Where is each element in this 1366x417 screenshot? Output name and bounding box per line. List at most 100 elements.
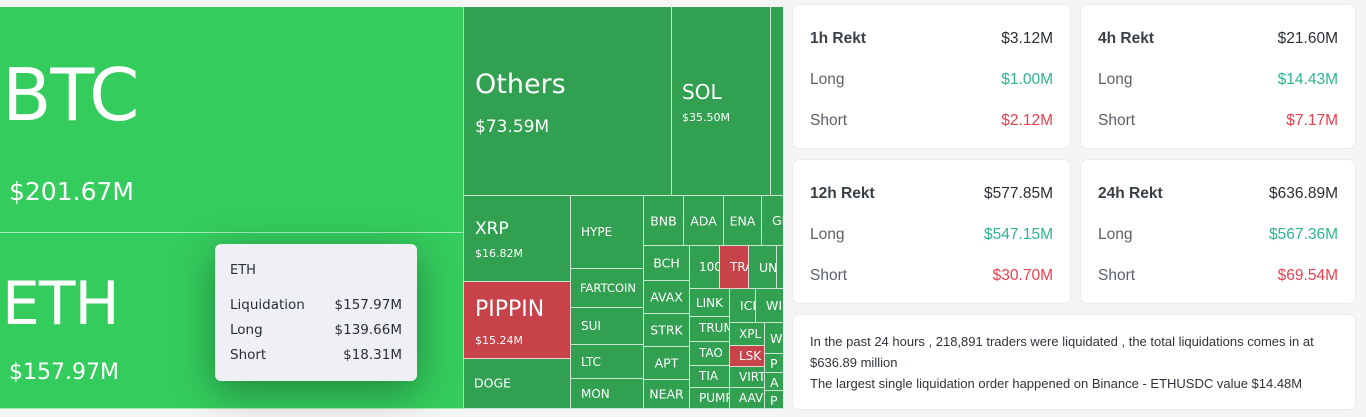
- cell-value: $16.82M: [475, 247, 523, 260]
- stat-long-row: Long $547.15M: [810, 226, 1053, 244]
- cell-symbol: PIPPIN: [475, 297, 545, 322]
- cell-symbol: ETH: [2, 269, 120, 339]
- stat-card-4h: 4h Rekt $21.60M Long $14.43M Short $7.17…: [1081, 5, 1355, 148]
- treemap-cell-bch[interactable]: BCH: [644, 246, 690, 281]
- tooltip-label: Long: [230, 322, 263, 338]
- treemap-cell-fartcoin[interactable]: FARTCOIN: [571, 269, 644, 308]
- treemap-cell-w[interactable]: W: [765, 323, 783, 354]
- treemap-cell-strip[interactable]: [771, 7, 783, 196]
- treemap-cell-others[interactable]: Others $73.59M: [464, 7, 672, 196]
- treemap-cell-pump[interactable]: PUMP: [690, 388, 730, 409]
- treemap-cell-strip2[interactable]: [777, 246, 783, 289]
- cell-symbol: ICI: [740, 298, 756, 313]
- stat-long-value: $547.15M: [984, 226, 1053, 243]
- stat-long-row: Long $1.00M: [810, 71, 1053, 89]
- stat-card-1h: 1h Rekt $3.12M Long $1.00M Short $2.12M: [793, 5, 1070, 148]
- treemap-cell-gi[interactable]: GI: [762, 196, 783, 246]
- tooltip-row-short: Short $18.31M: [230, 347, 402, 363]
- cell-symbol: HYPE: [581, 225, 613, 239]
- treemap-cell-a1[interactable]: A: [765, 373, 783, 391]
- treemap-cell-btc[interactable]: BTC $201.67M: [0, 7, 464, 233]
- treemap-cell-pippin[interactable]: PIPPIN $15.24M: [464, 282, 571, 359]
- cell-symbol: XRP: [475, 219, 509, 239]
- liquidation-summary: In the past 24 hours , 218,891 traders w…: [793, 315, 1355, 409]
- stat-short-label: Short: [810, 112, 848, 129]
- stat-card-24h: 24h Rekt $636.89M Long $567.36M Short $6…: [1081, 160, 1355, 303]
- treemap-cell-un[interactable]: UN: [749, 246, 777, 289]
- treemap-cell-tia[interactable]: TIA: [690, 366, 730, 388]
- treemap-cell-xrp[interactable]: XRP $16.82M: [464, 196, 571, 282]
- treemap-cell-virt[interactable]: VIRT: [730, 367, 765, 388]
- treemap-cell-xpl[interactable]: XPL: [730, 323, 765, 346]
- treemap-cell-doge[interactable]: DOGE: [464, 359, 571, 409]
- treemap-cell-ada[interactable]: ADA: [684, 196, 724, 246]
- cell-symbol: BNB: [650, 213, 677, 228]
- summary-line-1: In the past 24 hours , 218,891 traders w…: [810, 334, 1314, 370]
- stat-long-value: $567.36M: [1269, 226, 1338, 243]
- treemap-cell-p2[interactable]: P: [765, 391, 783, 409]
- stat-total: $636.89M: [1269, 185, 1338, 202]
- stat-short-value: $7.17M: [1286, 112, 1338, 129]
- treemap-cell-apt[interactable]: APT: [644, 347, 690, 380]
- treemap-cell-ici[interactable]: ICI: [730, 289, 756, 323]
- treemap-cell-100[interactable]: 100: [690, 246, 720, 289]
- cell-symbol: AVAX: [650, 289, 683, 305]
- stat-title: 24h Rekt: [1098, 185, 1163, 202]
- cell-symbol: STRK: [650, 322, 683, 338]
- treemap-cell-p1[interactable]: P: [765, 354, 783, 373]
- stat-long-row: Long $567.36M: [1098, 226, 1338, 244]
- tooltip-label: Short: [230, 347, 267, 363]
- cell-symbol: FARTCOIN: [580, 281, 637, 295]
- treemap-cell-wi[interactable]: WI: [756, 289, 783, 323]
- stat-short-row: Short $69.54M: [1098, 267, 1338, 285]
- treemap-cell-tra[interactable]: TRA: [720, 246, 749, 289]
- cell-symbol: TAO: [699, 346, 723, 360]
- treemap-cell-strk[interactable]: STRK: [644, 314, 690, 347]
- stat-long-label: Long: [1098, 71, 1133, 88]
- cell-symbol: 100: [699, 260, 720, 274]
- stat-long-label: Long: [810, 226, 845, 243]
- cell-symbol: BTC: [2, 53, 139, 137]
- treemap-cell-mon[interactable]: MON: [571, 379, 644, 409]
- cell-symbol: WI: [766, 298, 783, 313]
- tooltip-row-long: Long $139.66M: [230, 322, 402, 338]
- stat-short-value: $30.70M: [992, 267, 1053, 284]
- tooltip-title: ETH: [230, 263, 256, 278]
- treemap-cell-ena[interactable]: ENA: [724, 196, 762, 246]
- stat-card-12h: 12h Rekt $577.85M Long $547.15M Short $3…: [793, 160, 1070, 303]
- cell-symbol: W: [770, 331, 783, 346]
- treemap-cell-avax[interactable]: AVAX: [644, 281, 690, 314]
- cell-symbol: UN: [759, 260, 777, 275]
- cell-symbol: NEAR: [649, 386, 684, 402]
- stat-short-row: Short $2.12M: [810, 112, 1053, 130]
- cell-symbol: P: [770, 356, 778, 371]
- cell-value: $35.50M: [682, 111, 730, 124]
- cell-symbol: P: [770, 393, 778, 408]
- treemap-cell-sui[interactable]: SUI: [571, 308, 644, 345]
- treemap-cell-tao[interactable]: TAO: [690, 342, 730, 366]
- cell-symbol: DOGE: [474, 375, 512, 391]
- tooltip-label: Liquidation: [230, 297, 305, 313]
- stat-total-row: 12h Rekt $577.85M: [810, 185, 1053, 203]
- stat-short-row: Short $30.70M: [810, 267, 1053, 285]
- treemap-cell-link[interactable]: LINK: [690, 289, 730, 317]
- stat-short-label: Short: [1098, 112, 1136, 129]
- treemap-cell-sol[interactable]: SOL $35.50M: [672, 7, 771, 196]
- treemap-cell-lsk[interactable]: LSK: [730, 346, 765, 367]
- stat-long-value: $14.43M: [1277, 71, 1338, 88]
- stat-total: $21.60M: [1277, 30, 1338, 47]
- treemap-cell-near[interactable]: NEAR: [644, 380, 690, 409]
- treemap-cell-hype[interactable]: HYPE: [571, 196, 644, 269]
- stat-long-value: $1.00M: [1001, 71, 1053, 88]
- treemap-cell-bnb[interactable]: BNB: [644, 196, 684, 246]
- treemap-cell-aav[interactable]: AAV: [730, 388, 765, 409]
- cell-symbol: SOL: [682, 80, 722, 104]
- tooltip-value: $18.31M: [343, 347, 402, 363]
- tooltip-value: $157.97M: [334, 297, 402, 313]
- cell-symbol: TIA: [699, 369, 719, 383]
- treemap-cell-trum[interactable]: TRUM: [690, 317, 730, 342]
- stat-long-label: Long: [1098, 226, 1133, 243]
- stat-title: 4h Rekt: [1098, 30, 1154, 47]
- stat-total-row: 24h Rekt $636.89M: [1098, 185, 1338, 203]
- treemap-cell-ltc[interactable]: LTC: [571, 345, 644, 379]
